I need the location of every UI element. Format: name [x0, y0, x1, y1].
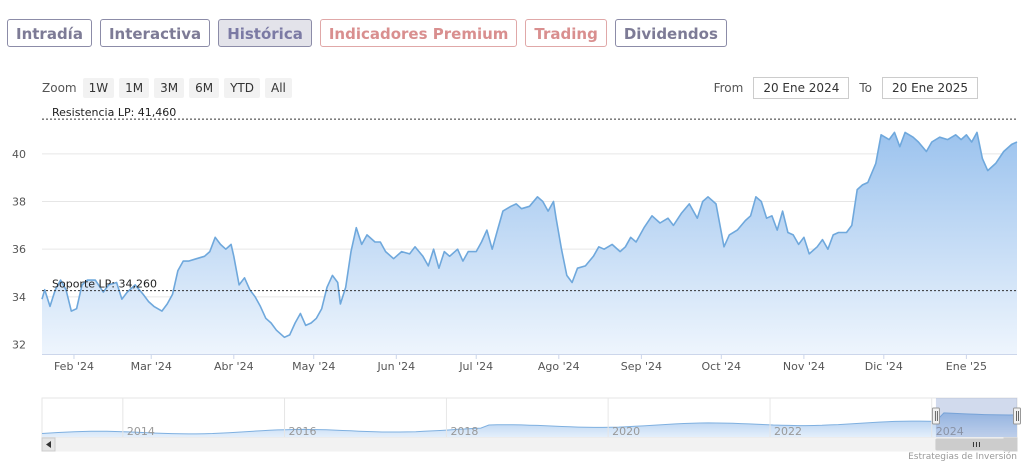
x-tick-label: May '24	[292, 360, 335, 373]
series-line	[41, 131, 1018, 339]
x-tick-label: Abr '24	[214, 360, 254, 373]
x-tick-label: Sep '24	[621, 360, 662, 373]
y-tick-label: 34	[12, 291, 26, 304]
to-label: To	[859, 81, 872, 95]
x-tick-label: Jul '24	[458, 360, 493, 373]
x-tick-label: Oct '24	[702, 360, 742, 373]
x-tick-label: Dic '24	[865, 360, 903, 373]
x-tick-label: Feb '24	[54, 360, 94, 373]
x-tick-label: Nov '24	[783, 360, 825, 373]
tab-historica[interactable]: Histórica	[218, 19, 312, 47]
from-label: From	[713, 81, 744, 95]
zoom-1w-button[interactable]: 1W	[82, 78, 115, 98]
view-tabs: Intradía Interactiva Histórica Indicadores …	[7, 19, 727, 47]
navigator-year-label: 2014	[127, 425, 155, 438]
navigator-selection	[935, 398, 1017, 437]
from-date-input[interactable]: 20 Ene 2024	[753, 77, 850, 99]
y-tick-label: 38	[12, 196, 26, 209]
zoom-label: Zoom	[42, 81, 77, 95]
zoom-3m-button[interactable]: 3M	[154, 78, 185, 98]
navigator-area	[42, 412, 1017, 437]
resistance-label: Resistencia LP: 41,460	[52, 106, 176, 119]
tab-indicadores-premium[interactable]: Indicadores Premium	[319, 19, 518, 47]
x-tick-label: Ene '25	[946, 360, 987, 373]
zoom-6m-button[interactable]: 6M	[189, 78, 220, 98]
x-tick-label: Mar '24	[131, 360, 172, 373]
tab-intradia[interactable]: Intradía	[7, 19, 92, 47]
zoom-ytd-button[interactable]: YTD	[224, 78, 260, 98]
date-range: From 20 Ene 2024 To 20 Ene 2025	[714, 77, 978, 99]
zoom-all-button[interactable]: All	[265, 78, 292, 98]
navigator-year-label: 2018	[450, 425, 478, 438]
series-area	[42, 132, 1017, 354]
x-tick-label: Ago '24	[538, 360, 580, 373]
navigator-year-label: 2016	[289, 425, 317, 438]
navigator-line	[41, 412, 1018, 435]
navigator-year-label: 2024	[936, 425, 964, 438]
to-date-input[interactable]: 20 Ene 2025	[881, 77, 978, 99]
arrow-left-icon	[46, 441, 51, 448]
tab-trading[interactable]: Trading	[525, 19, 607, 47]
tab-interactiva[interactable]: Interactiva	[99, 19, 211, 47]
support-label: Soporte LP: 34,260	[52, 278, 157, 291]
y-tick-label: 40	[12, 148, 26, 161]
zoom-selector: Zoom 1W 1M 3M 6M YTD All	[42, 78, 297, 98]
navigator-year-label: 2020	[612, 425, 640, 438]
zoom-1m-button[interactable]: 1M	[119, 78, 150, 98]
chart-credit: Estrategias de Inversión	[908, 452, 1017, 462]
y-tick-label: 36	[12, 243, 26, 256]
tab-dividendos[interactable]: Dividendos	[614, 19, 727, 47]
y-tick-label: 32	[12, 338, 26, 351]
x-tick-label: Jun '24	[376, 360, 415, 373]
scrollbar-track[interactable]	[41, 437, 1018, 452]
navigator-year-label: 2022	[774, 425, 802, 438]
